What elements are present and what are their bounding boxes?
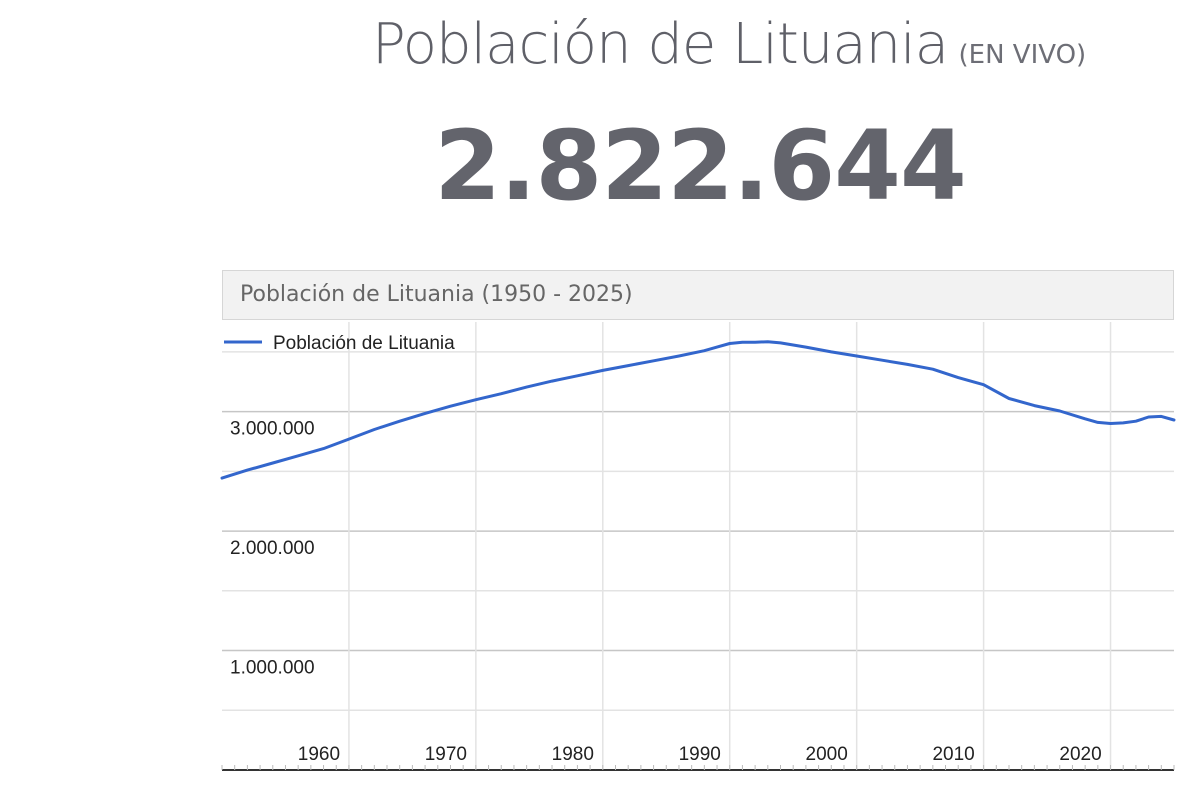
chart-axis: 1.000.000 2.000.000 3.000.000 1960 1970 1980 1…	[221, 419, 1175, 771]
x-tick-label: 1960	[298, 744, 340, 765]
series-line	[220, 340, 1176, 480]
chart-series	[220, 340, 1176, 480]
chart-legend: Población de Lituania	[224, 333, 455, 354]
x-tick-label: 2000	[806, 744, 848, 765]
x-tick-label: 1970	[425, 744, 467, 765]
x-tick-label: 1980	[552, 744, 594, 765]
chart-title-bar: Población de Lituania (1950 - 2025)	[222, 270, 1174, 320]
y-tick-label: 1.000.000	[230, 658, 315, 679]
live-tag: (EN VIVO)	[958, 40, 1087, 70]
population-counter: 2.822.644	[434, 110, 967, 222]
x-tick-label: 2020	[1059, 744, 1101, 765]
x-tick-label: 1990	[679, 744, 721, 765]
page-title: Población de Lituania	[372, 12, 949, 77]
y-tick-label: 2.000.000	[230, 538, 315, 559]
x-tick-label: 2010	[932, 744, 974, 765]
chart-grid	[222, 322, 1174, 770]
y-tick-label: 3.000.000	[230, 419, 315, 440]
page-headline: Población de Lituania (EN VIVO)	[372, 12, 1086, 77]
legend-label: Población de Lituania	[273, 333, 455, 354]
chart-title: Población de Lituania (1950 - 2025)	[240, 282, 633, 307]
